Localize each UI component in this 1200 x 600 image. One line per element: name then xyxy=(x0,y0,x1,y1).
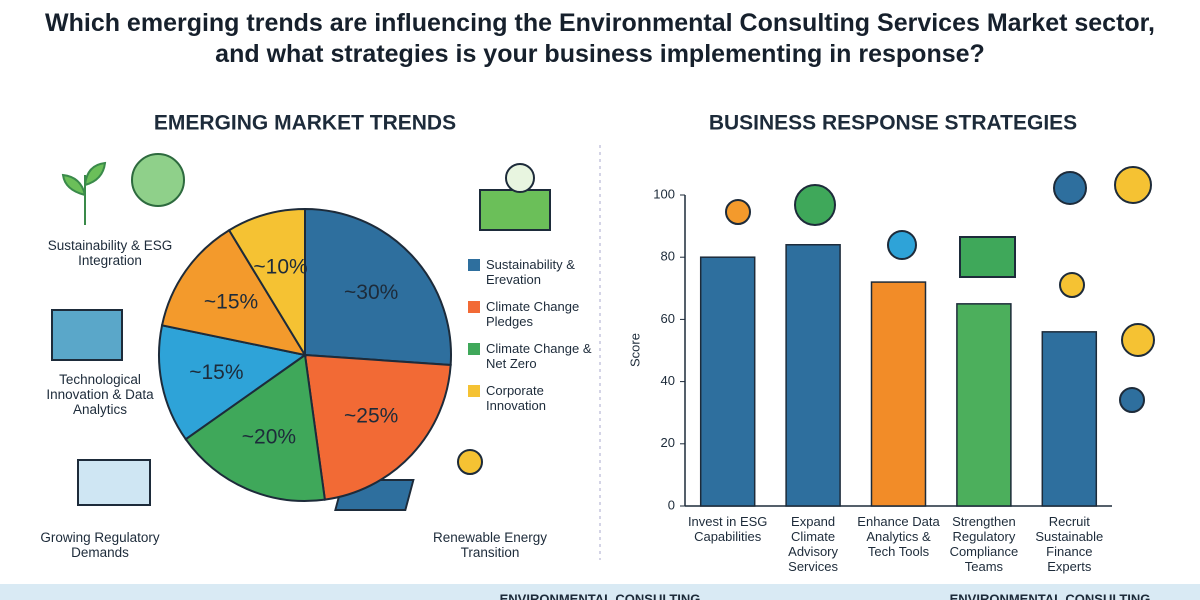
slice-label: ~15% xyxy=(204,290,258,313)
legend-label: Corporate Innovation xyxy=(486,383,546,413)
legend-swatch xyxy=(468,343,480,355)
y-tick-label: 20 xyxy=(661,435,675,450)
y-tick-label: 60 xyxy=(661,311,675,326)
bar xyxy=(785,244,841,507)
pie-slice xyxy=(303,353,452,501)
footer-text: ENVIRONMENTAL CONSULTING xyxy=(950,591,1151,600)
x-tick-label: Recruit Sustainable Finance Experts xyxy=(1035,514,1104,574)
legend-swatch xyxy=(468,301,480,313)
pie-slice xyxy=(158,324,308,441)
annotation: Sustainability & ESG Integration xyxy=(47,238,173,268)
slice-label: ~20% xyxy=(242,426,296,449)
legend-swatch xyxy=(468,385,480,397)
slice-label: ~15% xyxy=(189,361,243,384)
pie-slice xyxy=(227,207,306,359)
bar xyxy=(1041,331,1098,507)
legend-label: Sustainability & Erevation xyxy=(486,257,575,287)
legend-label: Climate Change Pledges xyxy=(486,299,580,329)
footer-band xyxy=(0,584,1200,600)
pie-slice xyxy=(304,207,452,367)
y-axis-label: Score xyxy=(627,333,642,367)
x-tick-label: Invest in ESG Capabilities xyxy=(687,514,768,544)
y-tick-label: 0 xyxy=(668,497,675,512)
slice-label: ~30% xyxy=(344,281,398,304)
y-tick-label: 80 xyxy=(661,249,675,264)
pie-slice xyxy=(184,353,327,502)
bar xyxy=(956,303,1012,507)
x-tick-label: Enhance Data Analytics & Tech Tools xyxy=(857,514,940,559)
footer-text: ENVIRONMENTAL CONSULTING xyxy=(500,591,701,600)
annotation: Technological Innovation & Data Analytic… xyxy=(46,372,154,417)
legend-label: Climate Change & Net Zero xyxy=(486,341,592,371)
bar xyxy=(699,256,756,507)
slice-label: ~25% xyxy=(344,404,398,427)
x-tick-label: Strengthen Regulatory Compliance Teams xyxy=(949,514,1019,574)
bar xyxy=(870,281,927,507)
x-tick-label: Expand Climate Advisory Services xyxy=(788,514,839,574)
page-title: Which emerging trends are influencing th… xyxy=(45,9,1155,68)
legend-swatch xyxy=(468,259,480,271)
y-tick-label: 100 xyxy=(653,186,675,201)
chart-title: EMERGING MARKET TRENDS xyxy=(154,112,456,135)
annotation: Growing Regulatory Demands xyxy=(40,530,160,560)
pie-slice xyxy=(160,228,308,357)
slice-label: ~10% xyxy=(253,255,307,278)
icons xyxy=(51,153,1155,511)
y-tick-label: 40 xyxy=(661,373,675,388)
annotation: Renewable Energy Transition xyxy=(432,530,548,560)
chart-title: BUSINESS RESPONSE STRATEGIES xyxy=(709,112,1077,135)
